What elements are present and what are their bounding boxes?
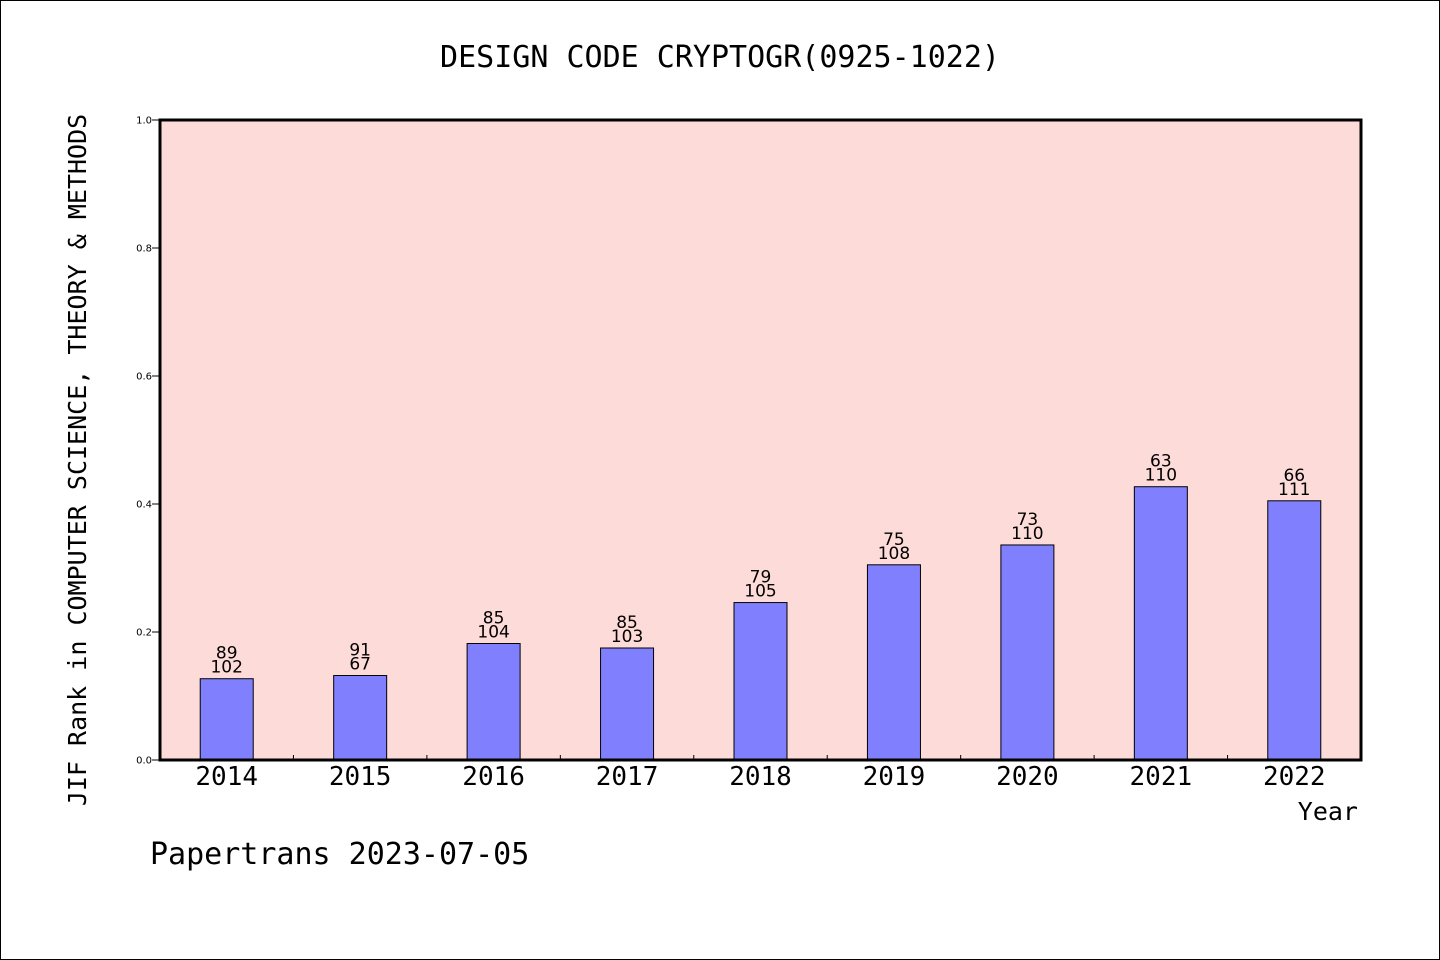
- x-tick-label: 2016: [462, 762, 525, 792]
- bar-total-label: 103: [611, 627, 643, 647]
- bar-rank-label: 75: [883, 530, 905, 550]
- bar-rank-label: 89: [216, 644, 238, 664]
- bar-rank-label: 91: [349, 641, 371, 661]
- bar-total-label: 111: [1278, 480, 1310, 500]
- x-tick-label: 2017: [596, 762, 659, 792]
- x-tick-label: 2022: [1263, 762, 1326, 792]
- y-tick-label: 1.0: [136, 116, 152, 127]
- bar-total-label: 105: [744, 582, 776, 602]
- bar-rank-label: 66: [1283, 466, 1305, 486]
- bar: [733, 602, 788, 761]
- bar-total-label: 67: [349, 655, 371, 675]
- y-tick-label: 0.2: [136, 628, 152, 639]
- x-axis-ticks: 2014 2015 2016 2017 2018 2019 2020 2021 2022: [195, 755, 1326, 792]
- plot-border: [158, 118, 1363, 762]
- x-tick-label: 2018: [729, 762, 792, 792]
- bar-total-label: 104: [477, 623, 509, 643]
- x-tick-label: 2015: [329, 762, 392, 792]
- bar: [1133, 486, 1188, 761]
- bar: [333, 675, 388, 761]
- bar: [866, 564, 921, 761]
- y-axis-label: JIF Rank in COMPUTER SCIENCE, THEORY & M…: [63, 114, 92, 806]
- x-axis-label: Year: [1298, 797, 1358, 826]
- y-tick-label: 0.8: [136, 244, 152, 255]
- x-tick-label: 2019: [863, 762, 926, 792]
- y-tick-label: 0.4: [136, 500, 152, 511]
- bar: [600, 647, 655, 761]
- chart-title: DESIGN CODE CRYPTOGR(0925-1022): [440, 40, 1000, 75]
- bar-rank-label: 79: [750, 568, 772, 588]
- x-tick-label: 2014: [195, 762, 258, 792]
- y-tick-label: 0.0: [136, 756, 152, 767]
- bar-rank-label: 85: [483, 609, 505, 629]
- y-tick-label: 0.6: [136, 372, 152, 383]
- y-axis-ticks: 0.0 0.2 0.4 0.6 0.8 1.0: [136, 116, 160, 767]
- bar: [1000, 544, 1055, 761]
- x-tick-label: 2021: [1130, 762, 1193, 792]
- bar: [466, 643, 521, 761]
- bar-rank-label: 85: [616, 613, 638, 633]
- bar-total-label: 108: [878, 544, 910, 564]
- bar: [1267, 500, 1322, 761]
- bar-rank-label: 73: [1017, 510, 1039, 530]
- bar-total-label: 110: [1145, 466, 1177, 486]
- bar: [199, 678, 254, 761]
- x-tick-label: 2020: [996, 762, 1059, 792]
- bar-total-label: 110: [1011, 524, 1043, 544]
- bar-rank-label: 63: [1150, 452, 1172, 472]
- bar-total-label: 102: [210, 658, 242, 678]
- footer-credit: Papertrans 2023-07-05: [150, 837, 529, 872]
